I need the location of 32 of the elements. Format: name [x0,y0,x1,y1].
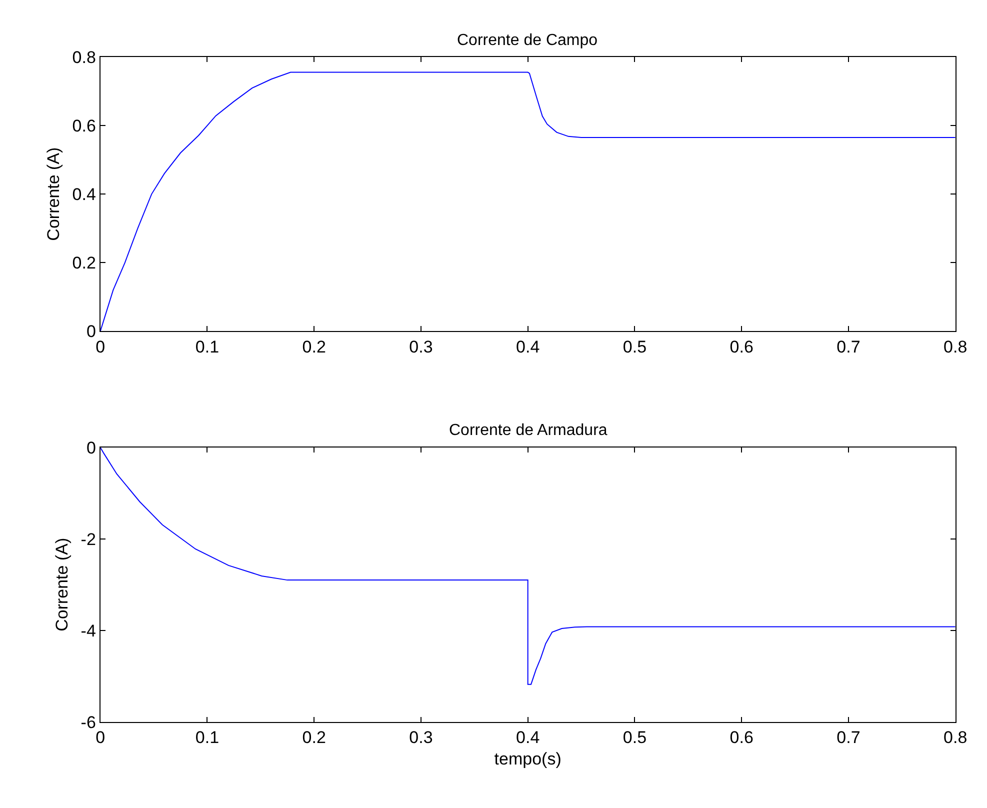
x-tick-label: 0.4 [516,338,540,357]
y-tick-label: 0 [86,322,96,342]
chart-title: Corrente de Armadura [449,422,608,439]
x-tick-label: 0.8 [944,728,968,748]
y-axis-title: Corrente (A) [44,147,63,241]
x-tick-label: 0.3 [409,338,433,357]
x-tick-label: 0.3 [409,728,433,748]
line-series [100,447,956,685]
x-tick-label: 0.6 [730,338,754,357]
x-tick-label: 0.7 [836,728,860,748]
x-tick-label: 0.1 [195,728,220,748]
y-tick-label: 0.8 [72,48,96,67]
chart-title: Corrente de Campo [457,32,598,49]
x-tick-label: 0.1 [195,338,220,357]
x-axis-title: tempo(s) [494,750,562,769]
x-tick-label: 0.8 [944,338,968,357]
y-tick-label: -6 [80,712,96,732]
x-tick-label: 0.4 [516,728,540,748]
y-tick-label: 0.6 [72,116,96,136]
line-series [100,72,956,332]
y-tick-label: -4 [80,621,96,640]
x-tick-label: 0.2 [302,338,326,357]
y-tick-label: 0.4 [72,185,96,204]
x-tick-label: 0.2 [302,728,326,748]
x-tick-label: 0.7 [836,338,860,357]
x-tick-label: 0.5 [622,728,647,748]
x-tick-label: 0.5 [622,338,647,357]
x-tick-label: 0.6 [730,728,754,748]
y-tick-label: 0 [86,438,96,458]
y-tick-label: 0.2 [72,254,96,273]
y-tick-label: -2 [80,530,96,549]
y-axis-title: Corrente (A) [52,538,72,632]
